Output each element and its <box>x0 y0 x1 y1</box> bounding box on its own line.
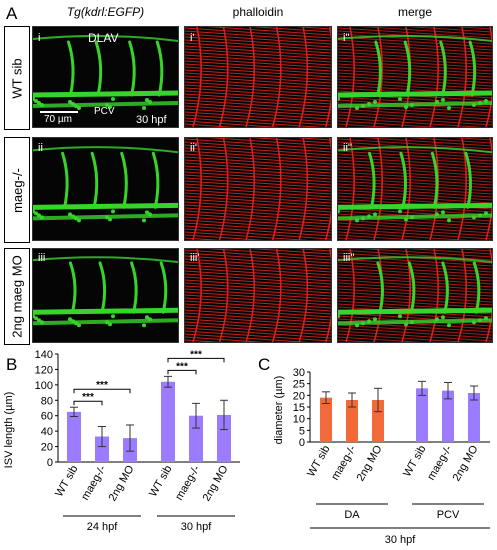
group-label: PCV <box>437 509 460 521</box>
significance-mark: *** <box>190 350 202 360</box>
y-tick-label: 20 <box>293 390 305 402</box>
col-header-merge: merge <box>397 5 432 19</box>
bar <box>442 390 454 442</box>
significance-mark: *** <box>96 380 108 391</box>
col-header-egfp: Tg(kdrl:EGFP) <box>66 5 145 19</box>
label-i: i <box>38 32 41 44</box>
category-label: maeg-/- <box>79 463 109 502</box>
panel-c-letter: C <box>258 355 271 374</box>
category-label: WT sib <box>401 444 428 479</box>
y-tick-label: 10 <box>293 414 305 426</box>
category-label: 2ng MO <box>107 463 137 503</box>
micrograph-2-1 <box>32 137 179 241</box>
significance-bracket <box>73 388 131 394</box>
significance-bracket <box>167 369 197 375</box>
row-label-maeg-mo: 2ng maeg MO <box>4 248 30 345</box>
bar <box>372 400 384 442</box>
label-ii-dprime: ii'' <box>343 142 353 154</box>
group-label: DA <box>344 509 360 521</box>
y-tick-label: 120 <box>35 364 53 376</box>
label-ii: ii <box>38 142 43 154</box>
category-label: WT sib <box>53 464 80 499</box>
bar <box>67 411 81 462</box>
label-i-dprime: i'' <box>343 32 350 44</box>
y-tick-label: 15 <box>293 402 305 414</box>
micrograph-2-2 <box>184 137 332 241</box>
dlav-label: DLAV <box>88 31 119 45</box>
bar <box>161 381 175 462</box>
label-ii-prime: ii' <box>190 142 197 154</box>
significance-mark: *** <box>82 392 94 403</box>
scale-bar <box>40 111 78 113</box>
micrograph-1-3 <box>337 26 493 128</box>
y-tick-label: 40 <box>41 426 53 438</box>
micrograph-3-3 <box>337 248 493 343</box>
significance-mark: *** <box>176 361 188 372</box>
group-label: 30 hpf <box>181 521 213 533</box>
micrograph-3-2 <box>184 248 332 343</box>
category-label: 2ng MO <box>201 463 231 503</box>
bar <box>320 397 332 442</box>
category-label: 2ng MO <box>451 443 481 483</box>
y-tick-label: 140 <box>35 350 53 361</box>
micrograph-1-1 <box>32 26 179 128</box>
bar <box>416 388 428 442</box>
panel-b-letter: B <box>6 355 18 374</box>
significance-bracket <box>167 357 225 363</box>
bar <box>95 436 109 462</box>
y-tick-label: 0 <box>47 457 53 469</box>
row-label-wt-sib: WT sib <box>4 26 30 130</box>
label-i-prime: i' <box>190 32 195 44</box>
significance-bracket <box>73 400 103 406</box>
scale-bar-label: 70 µm <box>44 114 72 125</box>
micrograph-1-2 <box>184 26 332 128</box>
y-tick-label: 5 <box>299 425 305 437</box>
footer-label: 30 hpf <box>385 534 417 546</box>
y-tick-label: 30 <box>293 367 305 379</box>
category-label: 2ng MO <box>355 443 385 483</box>
label-iii-dprime: iii'' <box>343 252 355 264</box>
micrograph-3-1 <box>32 248 179 343</box>
bar <box>217 414 231 462</box>
y-tick-label: 25 <box>293 379 305 391</box>
col-header-phalloidin: phalloidin <box>232 5 284 19</box>
stage-label: 30 hpf <box>136 114 167 126</box>
y-tick-label: 20 <box>41 442 53 454</box>
bar <box>468 393 480 442</box>
bar <box>189 415 203 462</box>
pcv-label: PCV <box>94 106 115 117</box>
category-label: maeg-/- <box>173 463 203 502</box>
label-iii: iii <box>38 252 46 264</box>
y-tick-label: 0 <box>299 437 305 449</box>
row-label-maeg-mutant: maeg-/- <box>4 137 30 243</box>
y-tick-label: 100 <box>35 380 53 392</box>
bar <box>346 400 358 442</box>
y-tick-label: 80 <box>41 395 53 407</box>
category-label: WT sib <box>305 444 332 479</box>
label-iii-prime: iii' <box>190 252 200 264</box>
panel-a-letter: A <box>6 4 18 23</box>
group-label: 24 hpf <box>87 521 119 533</box>
category-label: WT sib <box>147 464 174 499</box>
y-tick-label: 60 <box>41 411 53 423</box>
micrograph-2-3 <box>337 137 493 241</box>
